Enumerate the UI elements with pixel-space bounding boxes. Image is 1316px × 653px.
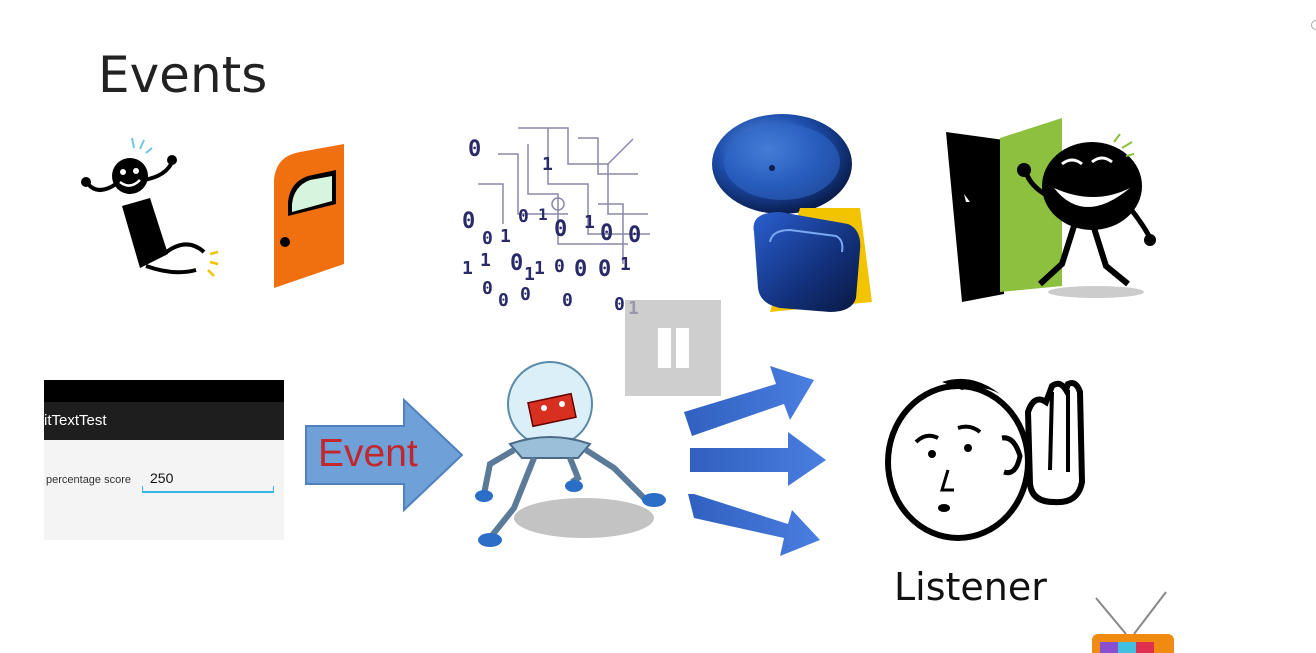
pause-button[interactable]	[625, 300, 721, 396]
svg-text:0: 0	[520, 284, 531, 305]
svg-text:1: 1	[620, 254, 631, 275]
svg-text:0: 0	[574, 257, 587, 282]
svg-text:0: 0	[554, 217, 567, 242]
door-peeking-figure-illustration	[946, 118, 1156, 302]
edge-indicator	[1311, 20, 1316, 30]
svg-text:0: 0	[510, 251, 523, 276]
event-arrow	[305, 398, 464, 512]
alarm-bell-illustration	[712, 114, 872, 312]
svg-text:1: 1	[542, 154, 553, 175]
svg-text:0: 0	[468, 137, 481, 162]
svg-text:0: 0	[554, 256, 565, 277]
robot-dispatcher-illustration	[475, 361, 666, 547]
svg-text:0: 0	[598, 257, 611, 282]
svg-text:0: 0	[628, 223, 641, 248]
svg-text:0: 0	[482, 228, 493, 249]
svg-text:1: 1	[534, 258, 545, 279]
svg-text:1: 1	[538, 205, 548, 224]
edittext-app-screenshot: itTextTest percentage score 250	[44, 380, 284, 540]
event-arrow-label: Event	[318, 432, 418, 475]
svg-text:0: 0	[600, 221, 613, 246]
svg-text:0: 0	[562, 290, 573, 311]
svg-text:1: 1	[584, 212, 595, 233]
input-underline-left-tick	[142, 486, 143, 492]
orange-door-illustration	[274, 144, 344, 288]
svg-text:0: 0	[518, 206, 529, 227]
tv-illustration	[1092, 591, 1174, 653]
pause-icon-bar	[676, 328, 689, 368]
pause-icon	[658, 328, 671, 368]
field-label: percentage score	[46, 474, 131, 486]
svg-text:0: 0	[498, 290, 509, 311]
slide-title: Events	[98, 46, 268, 104]
kicking-figure-illustration	[81, 137, 219, 277]
svg-text:0: 0	[462, 209, 475, 234]
app-action-bar: itTextTest	[44, 402, 284, 440]
input-underline-right-tick	[273, 486, 274, 492]
listener-face-illustration	[885, 378, 1086, 541]
percentage-score-input[interactable]: 250	[150, 470, 174, 486]
svg-text:1: 1	[524, 264, 535, 285]
binary-circuit-illustration: 0 1 0 0 1 0 1 0 1 0 0 1 1 0 1 1 0 0 0 1 …	[462, 127, 650, 319]
input-underline	[142, 491, 274, 493]
svg-text:0: 0	[482, 278, 493, 299]
listener-label: Listener	[894, 565, 1047, 609]
svg-text:1: 1	[500, 226, 511, 247]
listener-arrows	[684, 366, 826, 556]
app-title: itTextTest	[44, 412, 107, 429]
status-bar	[44, 380, 284, 402]
svg-text:0: 0	[614, 294, 625, 315]
svg-text:1: 1	[462, 258, 473, 279]
svg-text:1: 1	[480, 250, 491, 271]
